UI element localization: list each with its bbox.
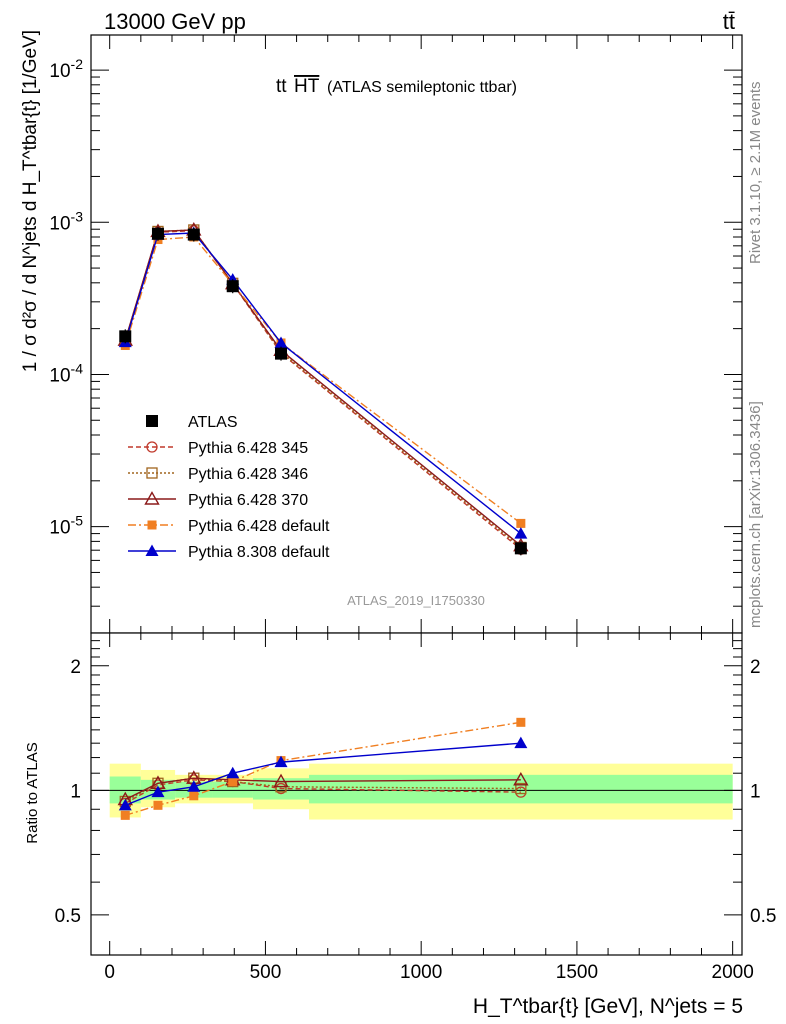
ratio-panel <box>91 633 742 955</box>
plot-title-sub: (ATLAS semileptonic ttbar) <box>327 79 517 96</box>
legend-label-pythia-6-428-370: Pythia 6.428 370 <box>188 492 308 509</box>
ratio-y-axis-label: Ratio to ATLAS <box>24 742 41 843</box>
ratio-point-pythia-6-428-370 <box>513 771 529 786</box>
legend-label-pythia-6-428-default: Pythia 6.428 default <box>188 518 330 535</box>
mcplots-label: mcplots.cern.ch [arXiv:1306.3436] <box>747 401 764 628</box>
ratio-line-pythia-6-428-345 <box>124 779 521 804</box>
ratio-series-layer <box>117 717 529 820</box>
data-point-pythia-8-308-default <box>274 336 288 348</box>
legend-label-pythia-8-308-default: Pythia 8.308 default <box>188 544 330 561</box>
x-tick-label: 0 <box>104 962 115 983</box>
legend-label-atlas: ATLAS <box>188 414 238 431</box>
ratio-point-pythia-6-428-default <box>120 810 130 820</box>
ratio-point-pythia-8-308-default <box>514 736 528 749</box>
legend-label-pythia-6-428-346: Pythia 6.428 346 <box>188 466 308 483</box>
ratio-point-pythia-8-308-default <box>274 755 288 768</box>
data-point-pythia-8-308-default <box>514 527 528 539</box>
main-y-tick-label: 10-3 <box>49 208 83 234</box>
data-point-atlas <box>275 347 288 360</box>
plot-title-overline: HT <box>294 76 320 97</box>
ratio-line-pythia-6-428-default <box>125 721 521 817</box>
data-point-atlas <box>119 330 132 343</box>
data-point-pythia-6-428-default <box>516 518 526 528</box>
main-y-tick-label: 10-4 <box>49 360 83 386</box>
ratio-point-pythia-6-428-default <box>516 717 526 727</box>
x-tick-label: 500 <box>250 962 282 983</box>
ratio-y-tick-label-right: 0.5 <box>750 906 776 927</box>
legend-marker-pythia-6-428-346 <box>146 467 158 479</box>
ratio-point-pythia-6-428-default <box>228 777 238 787</box>
main-y-tick-label: 10-5 <box>49 513 83 539</box>
ratio-point-pythia-6-428-346 <box>515 782 527 795</box>
x-tick-label: 2000 <box>712 962 754 983</box>
data-point-atlas <box>187 228 200 241</box>
main-y-axis-label: 1 / σ d²σ / d N^jets d H_T^tbar{t} [1/Ge… <box>20 30 41 372</box>
ratio-point-pythia-8-308-default <box>151 785 165 798</box>
ratio-y-tick-label: 2 <box>70 657 81 678</box>
main-plot-area <box>91 35 742 633</box>
legend-marker-pythia-8-308-default <box>145 544 159 556</box>
data-point-atlas <box>151 227 164 240</box>
header-process: tt̄ <box>723 9 735 34</box>
ratio-axes: 0 500 1000 1500 2000 0.5 0.5 1 1 2 2 <box>55 632 776 983</box>
plot-title-main: tt <box>276 76 287 97</box>
ratio-y-tick-label-right: 2 <box>750 657 761 678</box>
main-y-tick-label: 10-2 <box>49 56 83 82</box>
ratio-point-pythia-6-428-default <box>189 791 199 801</box>
series-line-pythia-6-428-default <box>124 236 522 524</box>
data-point-atlas <box>226 280 239 293</box>
uncertainty-band-inner <box>309 774 733 804</box>
ratio-point-pythia-6-428-370 <box>273 773 289 788</box>
x-tick-label: 1000 <box>400 962 442 983</box>
data-point-atlas <box>514 542 527 555</box>
header-collision: 13000 GeV pp <box>104 9 246 34</box>
ratio-point-pythia-8-308-default <box>226 766 240 779</box>
rivet-label: Rivet 3.1.10, ≥ 2.1M events <box>747 82 764 265</box>
ratio-point-pythia-6-428-default <box>153 800 163 810</box>
series-line-pythia-8-308-default <box>124 232 522 535</box>
legend: ATLAS Pythia 6.428 345 Pythia 6.428 346 Pyt… <box>128 414 330 561</box>
legend-marker-pythia-6-428-default <box>147 520 157 530</box>
ratio-point-pythia-8-308-default <box>118 798 132 811</box>
x-axis-label: H_T^tbar{t} [GeV], N^jets = 5 <box>473 995 743 1018</box>
legend-marker-atlas <box>146 415 158 427</box>
ratio-y-tick-label: 1 <box>70 781 81 802</box>
analysis-label: ATLAS_2019_I1750330 <box>347 593 485 608</box>
ratio-point-pythia-8-308-default <box>187 780 201 792</box>
ratio-y-tick-label-right: 1 <box>750 781 761 802</box>
main-panel <box>91 35 742 633</box>
legend-label-pythia-6-428-345: Pythia 6.428 345 <box>188 440 308 457</box>
ratio-y-tick-label: 0.5 <box>55 906 81 927</box>
main-series-layer <box>117 222 529 556</box>
ratio-frame <box>90 632 743 956</box>
ratio-line-pythia-8-308-default <box>125 742 521 806</box>
legend-marker-pythia-6-428-370 <box>144 491 160 505</box>
main-axes: 10-5 10-4 10-3 10-2 <box>49 34 743 634</box>
x-tick-label: 1500 <box>556 962 598 983</box>
legend-marker-pythia-6-428-345 <box>146 441 158 453</box>
